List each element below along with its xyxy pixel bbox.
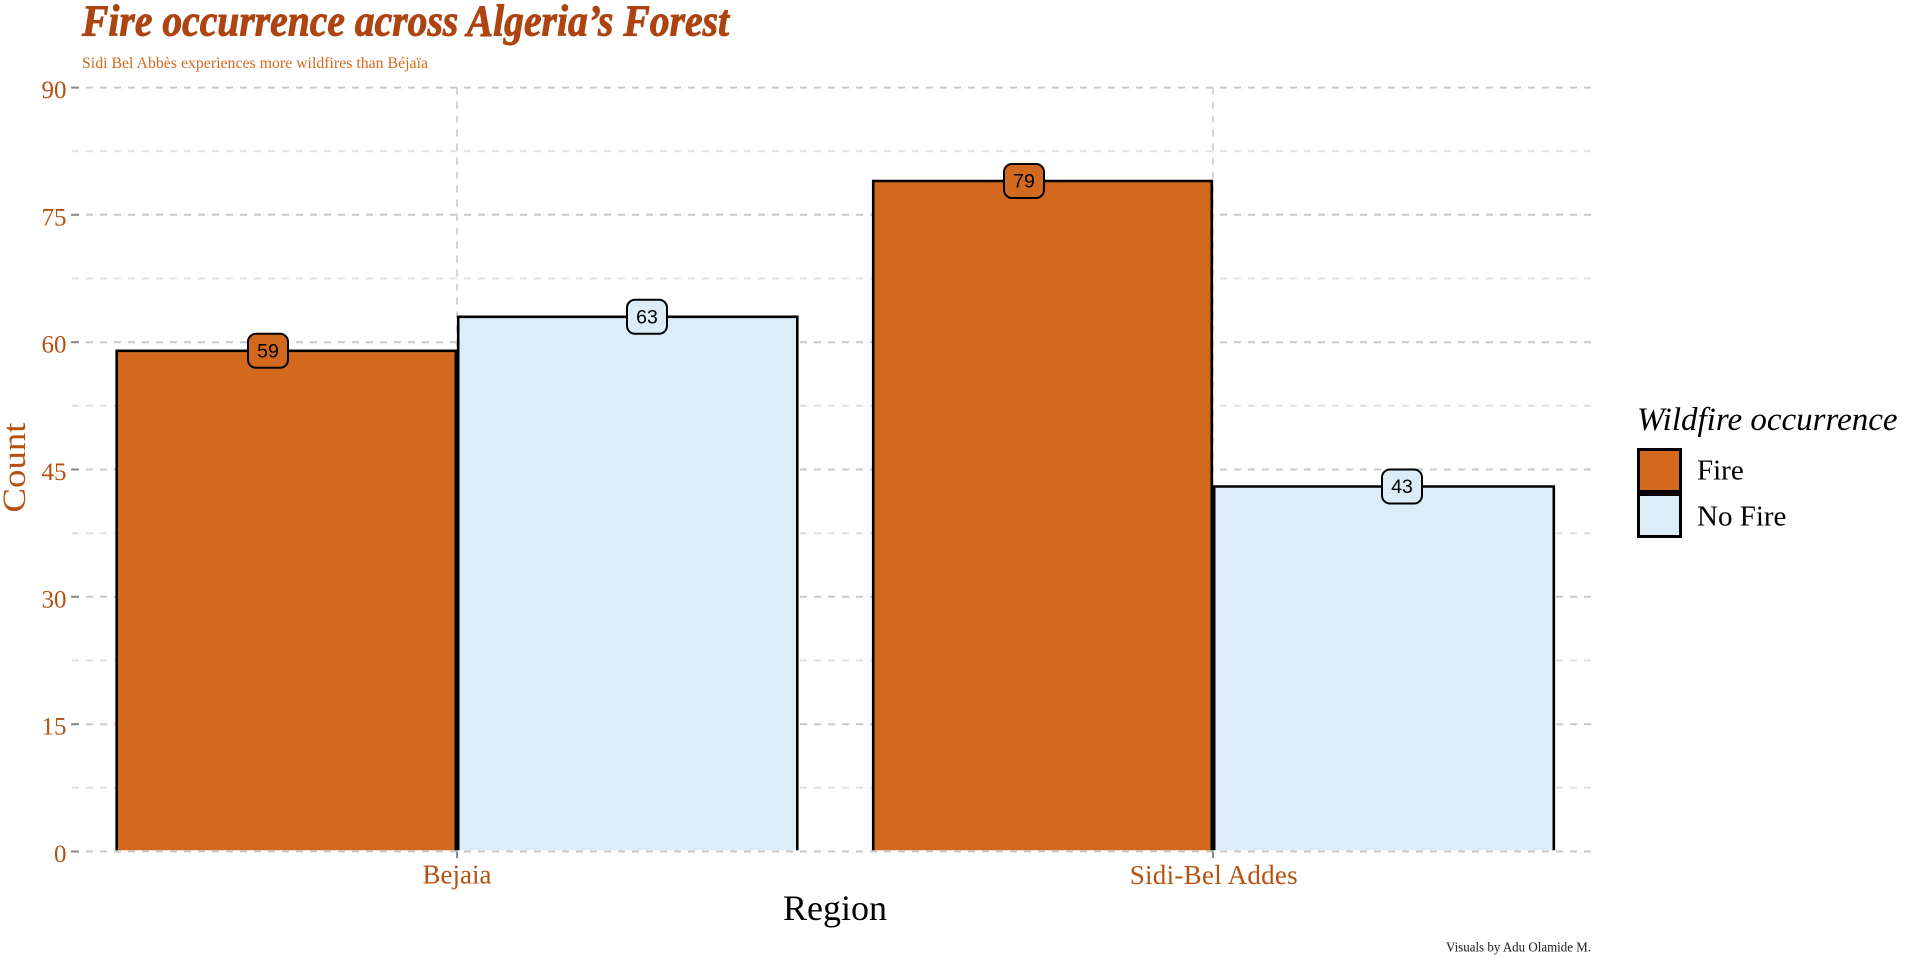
svg-text:Fire occurrence across Algeria: Fire occurrence across Algeria’s Forest xyxy=(81,0,730,46)
svg-text:No Fire: No Fire xyxy=(1697,501,1786,533)
svg-text:Count: Count xyxy=(0,423,33,513)
svg-text:63: 63 xyxy=(636,306,658,328)
svg-text:Sidi-Bel Addes: Sidi-Bel Addes xyxy=(1130,860,1298,890)
svg-text:45: 45 xyxy=(42,459,67,486)
svg-text:Wildfire occurrence: Wildfire occurrence xyxy=(1637,402,1898,438)
svg-text:43: 43 xyxy=(1391,476,1413,498)
svg-text:90: 90 xyxy=(42,77,67,104)
svg-text:15: 15 xyxy=(42,714,67,741)
svg-text:0: 0 xyxy=(54,841,67,868)
svg-text:30: 30 xyxy=(42,586,67,613)
svg-text:79: 79 xyxy=(1013,171,1035,193)
svg-text:75: 75 xyxy=(42,204,67,231)
svg-text:Visuals by Adu Olamide M.: Visuals by Adu Olamide M. xyxy=(1446,941,1591,956)
svg-text:Bejaia: Bejaia xyxy=(423,860,492,890)
svg-text:Sidi Bel Abbès experiences mor: Sidi Bel Abbès experiences more wildfire… xyxy=(82,55,428,72)
svg-text:59: 59 xyxy=(257,340,279,362)
svg-text:60: 60 xyxy=(42,332,67,359)
svg-text:Fire: Fire xyxy=(1697,455,1744,487)
svg-text:Region: Region xyxy=(783,888,887,928)
